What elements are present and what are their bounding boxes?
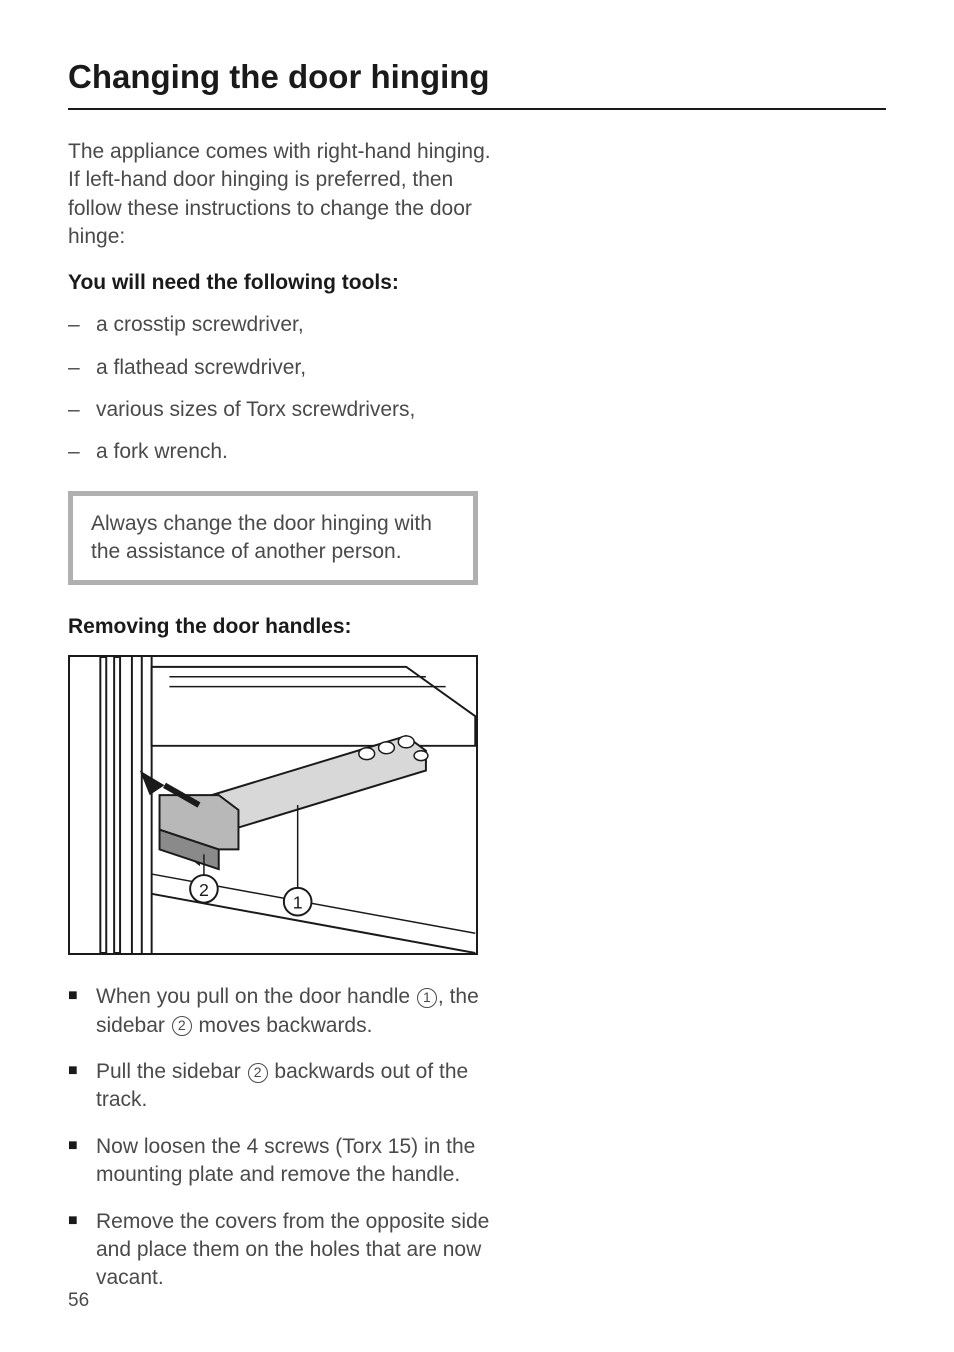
step-text: When you pull on the door handle (96, 985, 416, 1008)
svg-text:1: 1 (293, 893, 303, 913)
tool-item: a flathead screwdriver, (68, 354, 886, 382)
callout-text: Always change the door hinging with the … (91, 510, 455, 567)
page-number: 56 (68, 1290, 89, 1312)
step-text: Pull the sidebar (96, 1060, 247, 1083)
door-handle-diagram: 1 2 (68, 655, 478, 955)
step-text: moves backwards. (193, 1014, 373, 1037)
intro-paragraph: The appliance comes with right-hand hing… (68, 138, 498, 251)
tool-item: various sizes of Torx screwdrivers, (68, 396, 886, 424)
tools-list: a crosstip screwdriver, a flathead screw… (68, 311, 886, 466)
callout-box: Always change the door hinging with the … (68, 491, 478, 586)
step-text: Now loosen the 4 screws (Torx 15) in the… (96, 1135, 475, 1186)
ref-circle-2: 2 (248, 1063, 268, 1083)
step-item: Pull the sidebar 2 backwards out of the … (68, 1058, 498, 1115)
step-item: Now loosen the 4 screws (Torx 15) in the… (68, 1133, 498, 1190)
steps-list: When you pull on the door handle 1, the … (68, 983, 498, 1292)
step-item: When you pull on the door handle 1, the … (68, 983, 498, 1040)
ref-circle-2: 2 (172, 1016, 192, 1036)
removing-heading: Removing the door handles: (68, 615, 886, 639)
tool-item: a fork wrench. (68, 438, 886, 466)
step-text: Remove the covers from the opposite side… (96, 1210, 489, 1290)
diagram-svg: 1 2 (70, 657, 476, 953)
tool-item: a crosstip screwdriver, (68, 311, 886, 339)
svg-text:2: 2 (199, 880, 209, 900)
step-item: Remove the covers from the opposite side… (68, 1208, 498, 1293)
tools-heading: You will need the following tools: (68, 271, 886, 295)
page-title: Changing the door hinging (68, 58, 886, 110)
ref-circle-1: 1 (417, 988, 437, 1008)
